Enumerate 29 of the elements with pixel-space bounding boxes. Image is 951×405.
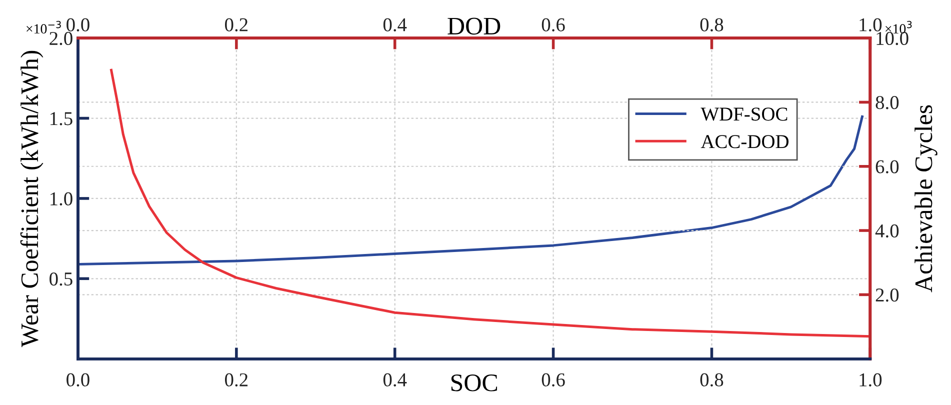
text: ×10$^{3}$	[886, 20, 912, 34]
y-tick-label: 1.5	[50, 112, 72, 126]
y2-axis-title: Achievable Cycles	[914, 105, 938, 292]
x-tick-label: 0.0	[66, 18, 90, 32]
x-axis-title: SOC	[451, 374, 498, 392]
y-axis-title: Wear Coefficient (kWh/kWh)	[20, 50, 44, 348]
y2-tick-label: 10.0	[876, 32, 908, 46]
y2-tick-label: 4.0	[875, 224, 899, 238]
x2-tick-label: 1.0	[860, 373, 882, 386]
x2-axis-title: DOD	[448, 18, 500, 35]
x-tick-label: 0.4	[383, 18, 407, 32]
x-tick-label: 0.6	[542, 18, 565, 32]
y-tick-label: 0.5	[50, 272, 72, 286]
legend-label: WDF-SOC	[700, 108, 788, 121]
x2-tick-label: 0.8	[700, 373, 724, 386]
x-tick-label: 0.8	[700, 18, 724, 32]
y-tick-label: 1.0	[50, 192, 72, 206]
y-tick-label: 2.0	[50, 32, 72, 46]
y2-tick-label: 6.0	[876, 160, 899, 174]
y2-tick-label: 8.0	[876, 96, 899, 110]
x2-tick-label: 0.4	[383, 373, 407, 386]
line-series	[110, 68, 870, 338]
x2-tick-label: 0.0	[66, 373, 90, 386]
x-tick-label: 1.0	[860, 18, 882, 32]
x-tick-label: 0.2	[225, 18, 248, 32]
x2-tick-label: 0.2	[225, 373, 248, 386]
x2-tick-label: 0.6	[542, 373, 565, 386]
legend-label: ACC-DOD	[700, 135, 789, 148]
y2-tick-label: 2.0	[876, 288, 899, 302]
